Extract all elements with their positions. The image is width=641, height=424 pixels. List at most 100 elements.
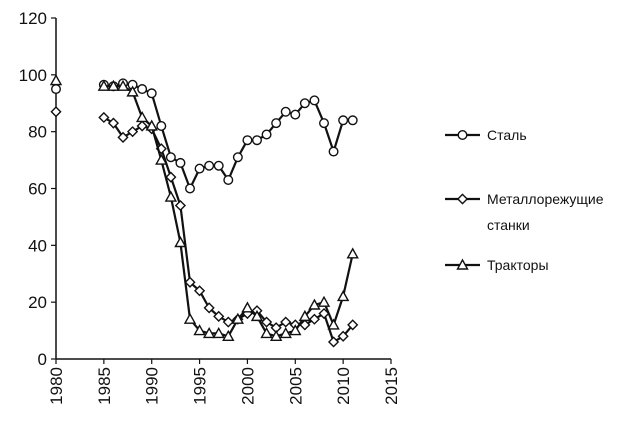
- data-point: [194, 163, 205, 174]
- data-point: [135, 111, 149, 123]
- legend: Сталь Металлорежущие станки Тракторы: [445, 127, 604, 273]
- data-point: [204, 160, 215, 171]
- plot-area: [49, 74, 359, 348]
- data-point: [317, 295, 331, 307]
- data-point: [319, 118, 330, 129]
- legend-item-1: Металлорежущие станки: [445, 191, 604, 233]
- data-point: [271, 118, 282, 129]
- legend-marker: [456, 258, 469, 270]
- data-point: [308, 298, 321, 310]
- data-point: [156, 120, 167, 131]
- x-tick-label: 2005: [286, 367, 305, 405]
- x-tick-label: 2000: [238, 367, 257, 405]
- data-point: [261, 129, 272, 140]
- legend-marker: [457, 129, 468, 140]
- data-point: [184, 276, 196, 288]
- data-point: [223, 174, 234, 185]
- data-point: [193, 285, 206, 297]
- data-point: [107, 117, 120, 129]
- data-point: [336, 290, 350, 302]
- x-tick-label: 1990: [143, 367, 162, 405]
- y-tick-label: 60: [28, 180, 47, 199]
- data-point: [241, 301, 254, 313]
- data-point: [174, 199, 187, 212]
- data-point: [250, 309, 264, 322]
- data-point: [146, 88, 157, 99]
- data-point: [213, 160, 224, 171]
- legend-item-0: Сталь: [445, 127, 527, 143]
- data-point: [298, 309, 312, 322]
- data-point: [327, 336, 340, 348]
- x-tick-label: 2015: [382, 367, 401, 405]
- data-point: [145, 119, 158, 131]
- data-point: [299, 98, 310, 109]
- y-tick-label: 100: [19, 66, 47, 85]
- data-point: [260, 326, 273, 339]
- data-point: [289, 324, 302, 336]
- data-point: [51, 84, 62, 95]
- legend-marker: [456, 193, 469, 205]
- data-point: [174, 236, 187, 248]
- data-point: [97, 79, 111, 91]
- data-point: [213, 310, 225, 322]
- y-tick-label: 40: [28, 236, 47, 255]
- data-point: [280, 106, 291, 117]
- data-point: [338, 115, 349, 126]
- x-tick-label: 2010: [334, 367, 353, 405]
- data-point: [231, 312, 245, 324]
- data-point: [212, 326, 225, 339]
- data-point: [126, 126, 139, 138]
- data-point: [222, 316, 234, 328]
- data-point: [184, 183, 195, 194]
- data-point: [137, 84, 148, 95]
- data-point: [279, 326, 292, 339]
- series-2: [49, 74, 359, 341]
- data-point: [309, 95, 320, 106]
- data-point: [202, 326, 216, 339]
- data-point: [126, 85, 139, 97]
- data-point: [337, 330, 349, 342]
- data-point: [164, 190, 178, 202]
- data-point: [222, 329, 235, 341]
- data-point: [117, 131, 129, 143]
- data-point: [98, 111, 110, 124]
- data-point: [155, 153, 168, 165]
- y-tick-label: 80: [28, 123, 47, 142]
- data-point: [327, 318, 340, 330]
- data-point: [49, 74, 63, 86]
- data-point: [347, 319, 359, 331]
- data-point: [299, 319, 311, 331]
- data-point: [280, 316, 292, 328]
- data-point: [347, 115, 358, 126]
- y-tick-label: 0: [38, 350, 47, 369]
- data-point: [50, 106, 62, 118]
- legend-label: Металлорежущие станки: [487, 191, 604, 233]
- y-tick-label: 20: [28, 293, 47, 312]
- data-point: [203, 302, 215, 314]
- axes: 0 20 40 60 80 100 120 1980 1985 1990 1995 2000 2005 2…: [19, 9, 401, 405]
- x-tick-label: 1980: [47, 367, 66, 405]
- data-point: [165, 171, 177, 183]
- data-point: [269, 329, 283, 341]
- legend-label: Сталь: [487, 127, 527, 143]
- data-point: [260, 316, 273, 328]
- data-point: [107, 79, 120, 91]
- data-point: [346, 247, 359, 259]
- data-point: [183, 312, 197, 324]
- legend-item-2: Тракторы: [445, 257, 549, 273]
- data-point: [232, 152, 243, 163]
- data-point: [193, 324, 206, 336]
- data-point: [251, 135, 262, 146]
- data-point: [116, 79, 130, 91]
- data-point: [242, 135, 253, 146]
- legend-label: Тракторы: [487, 257, 549, 273]
- data-point: [290, 109, 301, 120]
- series-1: [50, 106, 359, 348]
- data-point: [308, 313, 321, 325]
- x-tick-label: 1985: [95, 367, 114, 405]
- data-point: [136, 120, 148, 132]
- series-0: [51, 78, 358, 194]
- y-tick-label: 120: [19, 9, 47, 28]
- data-point: [328, 146, 339, 157]
